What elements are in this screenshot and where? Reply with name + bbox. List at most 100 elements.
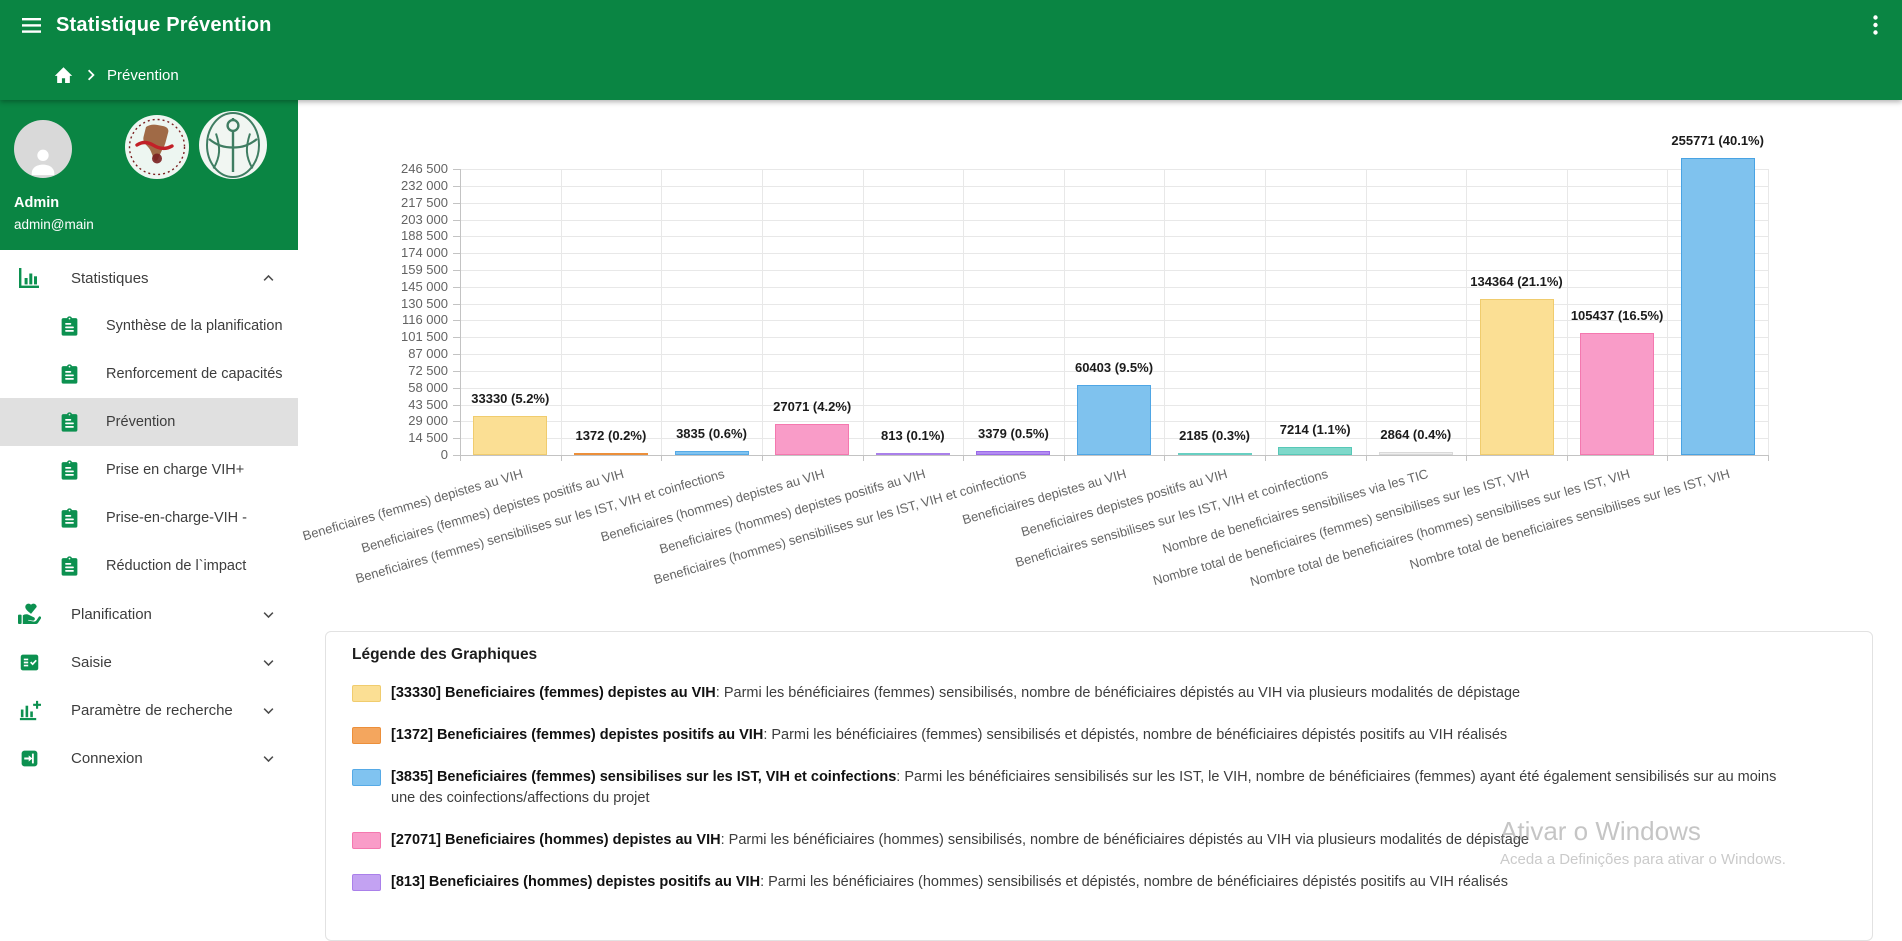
bar-nombre-total-de-beneficiaires-femmes-sensibilises-sur-les-ist-vih[interactable] <box>1479 299 1554 455</box>
y-tick-label: 116 000 <box>401 312 448 328</box>
bar-beneficiaires-femmes-depistes-au-vih[interactable] <box>473 416 548 455</box>
y-tick-label: 159 500 <box>401 262 448 277</box>
add-chart-icon <box>17 699 41 722</box>
legend-title: Légende des Graphiques <box>352 646 538 663</box>
x-tick-mark <box>1566 455 1568 461</box>
h-gridline <box>460 303 1768 305</box>
y-tick-mark <box>453 286 460 288</box>
login-icon <box>17 748 41 769</box>
sidebar-item-prise-en-charge-vih[interactable]: Prise en charge VIH+ <box>0 446 298 494</box>
bar-value-label: 27071 (4.2%) <box>773 398 852 414</box>
sidebar-menu: Statistiques Synthèse de la planification… <box>0 250 298 782</box>
h-gridline <box>460 337 1768 339</box>
bar-beneficiaires-hommes-depistes-positifs-au-vih[interactable] <box>875 453 950 455</box>
bar-beneficiaires-femmes-depistes-positifs-au-vih[interactable] <box>573 453 648 455</box>
person-icon <box>31 149 55 176</box>
x-tick-mark <box>460 455 461 461</box>
y-tick-label: 58 000 <box>408 379 448 395</box>
sidebar-item-saisie[interactable]: Saisie <box>0 638 298 686</box>
x-tick-mark <box>1466 455 1468 461</box>
bar-nombre-total-de-beneficiaires-hommes-sensibilises-sur-les-ist-vih[interactable] <box>1580 332 1655 455</box>
bar-beneficiaires-femmes-sensibilises-sur-les-ist-vih-et-coinfections[interactable] <box>674 450 749 455</box>
bar-beneficiaires-hommes-depistes-au-vih[interactable] <box>775 423 850 455</box>
legend-swatch-beneficiaires-hommes-depistes-au-vih <box>352 832 381 849</box>
y-tick-mark <box>453 270 460 271</box>
bar-value-label: 33330 (5.2%) <box>471 391 550 407</box>
clipboard-icon <box>57 507 81 529</box>
bar-value-label: 2185 (0.3%) <box>1179 427 1250 443</box>
v-gridline <box>963 169 965 455</box>
bar-nombre-de-beneficiaires-sensibilises-via-les-tic[interactable] <box>1378 451 1453 455</box>
bar-value-label: 60403 (9.5%) <box>1074 359 1154 375</box>
legend-item: [27071] Beneficiaires (hommes) depistes … <box>352 830 1846 851</box>
user-email: admin@main <box>14 217 94 232</box>
y-axis-line <box>460 169 461 455</box>
bar-beneficiaires-hommes-sensibilises-sur-les-ist-vih-et-coinfections[interactable] <box>976 451 1051 455</box>
sidebar-item-prise-en-charge-vih[interactable]: Prise-en-charge-VIH - <box>0 494 298 542</box>
hand-heart-icon <box>17 602 41 626</box>
bar-nombre-total-de-beneficiaires-sensibilises-sur-les-ist-vih[interactable] <box>1680 158 1755 455</box>
sidebar-item-label: Statistiques <box>71 269 149 287</box>
bar-beneficiaires-depistes-au-vih[interactable] <box>1077 384 1151 455</box>
bar-value-label: 813 (0.1%) <box>881 428 945 443</box>
sidebar-item-planification[interactable]: Planification <box>0 590 298 638</box>
y-tick-label: 246 500 <box>401 161 448 177</box>
sidebar-item-statistiques[interactable]: Statistiques <box>0 254 298 302</box>
home-icon[interactable] <box>54 66 73 84</box>
kebab-menu-icon[interactable] <box>1860 10 1890 40</box>
legend-swatch-beneficiaires-hommes-depistes-positifs-au-vih <box>352 874 381 891</box>
legend-item-text: [3835] Beneficiaires (femmes) sensibilis… <box>391 769 1777 806</box>
legend-item: [813] Beneficiaires (hommes) depistes po… <box>352 872 1846 893</box>
y-tick-mark <box>453 370 460 372</box>
sidebar-item-prevention[interactable]: Prévention <box>0 398 298 446</box>
bar-value-label: 3835 (0.6%) <box>676 425 747 441</box>
sidebar-item-label: Paramètre de recherche <box>71 701 233 719</box>
breadcrumb: Prévention <box>0 50 1902 100</box>
bar-value-label: 7214 (1.1%) <box>1279 421 1351 437</box>
h-gridline <box>460 219 1768 221</box>
x-tick-mark <box>1365 455 1367 461</box>
y-tick-label: 101 500 <box>401 329 448 345</box>
v-gridline <box>1063 169 1065 455</box>
bar-beneficiaires-sensibilises-sur-les-ist-vih-et-coinfections[interactable] <box>1278 446 1353 455</box>
x-tick-mark <box>963 455 965 461</box>
bar-chart-icon <box>17 266 41 290</box>
y-tick-label: 217 500 <box>401 194 448 210</box>
x-axis-line <box>460 455 1768 456</box>
clipboard-icon <box>57 555 81 577</box>
sidebar-item-label: Connexion <box>71 749 143 767</box>
sidebar-item-parametre-de-recherche[interactable]: Paramètre de recherche <box>0 686 298 734</box>
chevron-down-icon <box>261 655 276 674</box>
chevron-right-icon <box>87 69 95 81</box>
breadcrumb-item[interactable]: Prévention <box>107 66 179 84</box>
legend-item-text: [1372] Beneficiaires (femmes) depistes p… <box>391 727 1508 743</box>
sidebar: Admin admin@main Statistiques Synthèse de… <box>0 100 298 905</box>
v-gridline <box>1566 169 1568 455</box>
sidebar-item-synthese-de-la-planification[interactable]: Synthèse de la planification <box>0 302 298 350</box>
sidebar-item-connexion[interactable]: Connexion <box>0 734 298 782</box>
clipboard-icon <box>57 459 81 481</box>
y-tick-label: 145 000 <box>401 278 448 294</box>
y-tick-mark <box>453 320 460 322</box>
h-gridline <box>460 169 1768 171</box>
prevention-bar-chart[interactable]: 0 14 500 29 000 43 500 58 000 72 500 87 000 101… <box>0 0 1902 905</box>
legend-swatch-beneficiaires-femmes-depistes-positifs-au-vih <box>352 727 381 744</box>
y-tick-label: 0 <box>440 447 448 462</box>
africa-ribbon-logo <box>124 114 190 180</box>
chevron-up-icon <box>261 271 276 290</box>
sidebar-item-label: Réduction de l`impact <box>106 558 247 574</box>
v-gridline <box>1466 169 1468 455</box>
sidebar-item-label: Planification <box>71 605 152 623</box>
legend-item: [33330] Beneficiaires (femmes) depistes … <box>352 683 1846 704</box>
bar-beneficiaires-depistes-positifs-au-vih[interactable] <box>1177 452 1252 455</box>
hamburger-menu-icon[interactable] <box>16 10 46 40</box>
sidebar-item-renforcement-de-capacites[interactable]: Renforcement de capacités <box>0 350 298 398</box>
y-tick-mark <box>453 438 460 440</box>
app-header: Statistique Prévention Prévention <box>0 0 1902 100</box>
y-tick-label: 14 500 <box>408 430 448 446</box>
v-gridline <box>761 169 763 455</box>
x-tick-mark <box>1063 455 1065 461</box>
sidebar-item-reduction-de-l-impact[interactable]: Réduction de l`impact <box>0 542 298 590</box>
y-tick-mark <box>453 337 460 339</box>
chevron-down-icon <box>261 607 276 626</box>
